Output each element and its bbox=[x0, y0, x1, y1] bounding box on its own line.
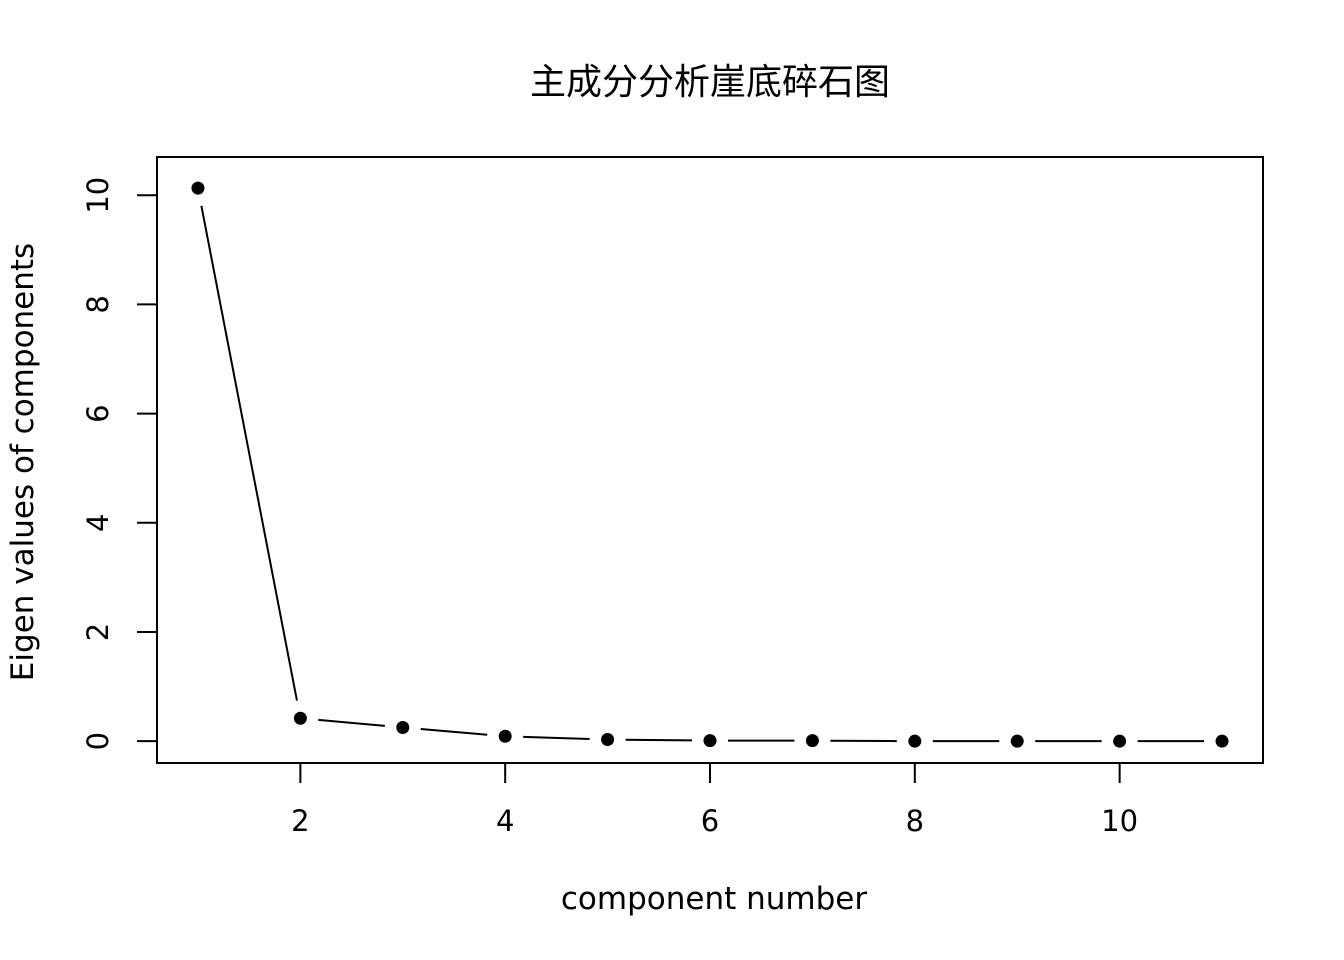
x-axis-label: component number bbox=[561, 881, 867, 917]
series-eigenvalues bbox=[191, 181, 1229, 748]
series-line-segment bbox=[625, 738, 693, 742]
data-point bbox=[703, 734, 717, 748]
series-line-segment bbox=[523, 735, 590, 740]
x-tick-label: 4 bbox=[496, 804, 514, 838]
series-line-segment bbox=[200, 205, 298, 701]
data-point bbox=[908, 734, 922, 748]
data-point bbox=[1010, 734, 1024, 748]
y-axis-label: Eigen values of components bbox=[5, 243, 41, 681]
x-axis: 2 4 6 8 10 bbox=[291, 763, 1138, 838]
x-tick-label: 10 bbox=[1101, 804, 1138, 838]
y-tick-label: 10 bbox=[81, 177, 115, 214]
data-point bbox=[498, 729, 512, 743]
data-point bbox=[1113, 734, 1127, 748]
x-tick-label: 8 bbox=[906, 804, 924, 838]
y-tick-label: 4 bbox=[81, 514, 115, 532]
chart-title: 主成分分析崖底碎石图 bbox=[530, 62, 890, 103]
data-point bbox=[601, 733, 615, 747]
series-line-segment bbox=[318, 718, 385, 727]
data-point bbox=[805, 734, 819, 748]
data-point bbox=[293, 711, 307, 725]
series-line-segment bbox=[420, 728, 488, 736]
plot-frame bbox=[156, 156, 1264, 764]
data-point bbox=[191, 181, 205, 195]
x-tick-label: 2 bbox=[291, 804, 309, 838]
y-tick-label: 2 bbox=[81, 623, 115, 641]
y-tick-label: 6 bbox=[81, 404, 115, 422]
data-point bbox=[1215, 734, 1229, 748]
y-axis: 0 2 4 6 8 10 bbox=[81, 177, 157, 750]
x-tick-label: 6 bbox=[701, 804, 719, 838]
y-tick-label: 0 bbox=[81, 732, 115, 750]
data-point bbox=[396, 721, 410, 735]
y-tick-label: 8 bbox=[81, 295, 115, 313]
